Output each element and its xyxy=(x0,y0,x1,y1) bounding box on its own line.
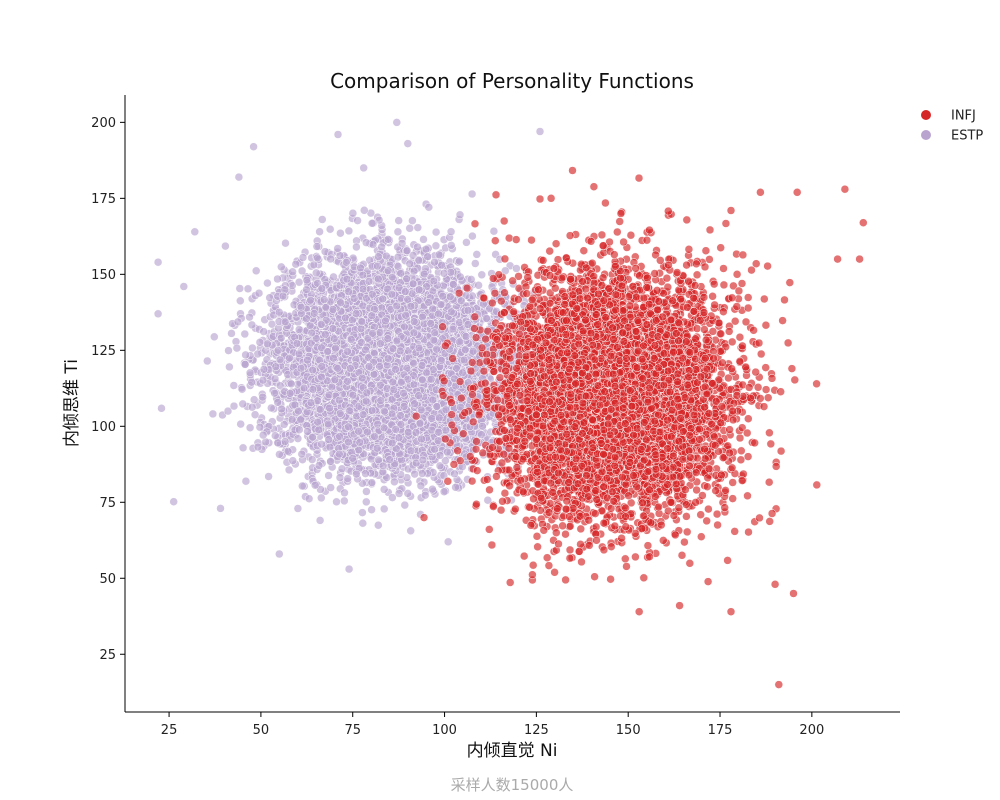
point-estp xyxy=(157,404,166,413)
point-estp xyxy=(253,349,262,359)
point-estp xyxy=(245,423,255,432)
point-estp xyxy=(288,456,298,465)
point-estp xyxy=(405,259,415,269)
point-estp xyxy=(393,252,403,262)
point-estp xyxy=(335,473,345,482)
point-estp xyxy=(358,508,367,517)
point-estp xyxy=(393,227,403,237)
point-estp xyxy=(408,216,417,225)
point-estp xyxy=(431,241,441,251)
point-estp xyxy=(474,281,483,290)
point-estp xyxy=(229,381,239,390)
chart-title: Comparison of Personality Functions xyxy=(330,69,694,93)
point-estp xyxy=(221,241,230,251)
point-estp xyxy=(431,227,441,237)
point-estp xyxy=(203,356,212,366)
point-estp xyxy=(208,409,218,419)
point-estp xyxy=(267,403,276,413)
point-estp xyxy=(270,388,279,398)
point-estp xyxy=(264,472,273,481)
point-estp xyxy=(241,476,251,486)
point-estp xyxy=(247,402,257,412)
point-estp xyxy=(358,518,368,528)
point-estp xyxy=(288,267,297,277)
point-estp xyxy=(446,227,456,236)
point-estp xyxy=(512,264,521,273)
point-estp xyxy=(410,469,419,479)
point-estp xyxy=(377,242,386,252)
point-estp xyxy=(315,227,324,236)
point-estp xyxy=(240,329,250,339)
point-estp xyxy=(406,526,415,536)
point-estp xyxy=(405,224,414,233)
point-estp xyxy=(225,362,234,372)
point-estp xyxy=(284,465,294,475)
point-estp xyxy=(325,224,335,234)
point-estp xyxy=(277,262,286,272)
point-estp xyxy=(317,493,326,503)
point-estp xyxy=(258,392,267,402)
point-estp xyxy=(229,401,239,411)
point-estp xyxy=(468,231,477,241)
point-estp xyxy=(352,242,361,252)
point-estp xyxy=(374,520,383,530)
point-estp xyxy=(235,284,245,293)
point-estp xyxy=(307,455,317,464)
point-estp xyxy=(210,332,219,342)
point-estp xyxy=(169,497,178,506)
point-estp xyxy=(413,223,423,232)
point-estp xyxy=(298,481,307,491)
point-estp xyxy=(394,216,403,225)
point-estp xyxy=(270,374,280,384)
point-estp xyxy=(293,504,303,513)
point-estp xyxy=(236,419,245,429)
point-estp xyxy=(343,474,352,483)
data-points xyxy=(153,118,868,689)
point-estp xyxy=(326,483,335,492)
point-estp xyxy=(390,477,399,487)
point-estp xyxy=(324,471,333,480)
point-estp xyxy=(340,496,349,506)
point-estp xyxy=(251,266,261,276)
point-estp xyxy=(236,296,245,306)
point-estp xyxy=(263,278,272,288)
point-estp xyxy=(329,272,338,282)
point-estp xyxy=(332,497,341,507)
point-estp xyxy=(281,238,290,248)
point-estp xyxy=(383,235,393,244)
point-estp xyxy=(259,327,268,336)
point-estp xyxy=(462,238,471,247)
point-estp xyxy=(273,438,283,448)
point-estp xyxy=(247,320,257,330)
point-estp xyxy=(227,329,236,338)
point-estp xyxy=(232,343,242,353)
point-estp xyxy=(367,478,377,487)
point-estp xyxy=(344,226,354,236)
point-estp xyxy=(348,208,358,218)
point-estp xyxy=(312,242,322,251)
point-estp xyxy=(297,449,307,459)
point-estp xyxy=(382,251,391,261)
point-estp xyxy=(243,284,253,294)
point-estp xyxy=(489,226,499,236)
point-estp xyxy=(379,504,389,514)
